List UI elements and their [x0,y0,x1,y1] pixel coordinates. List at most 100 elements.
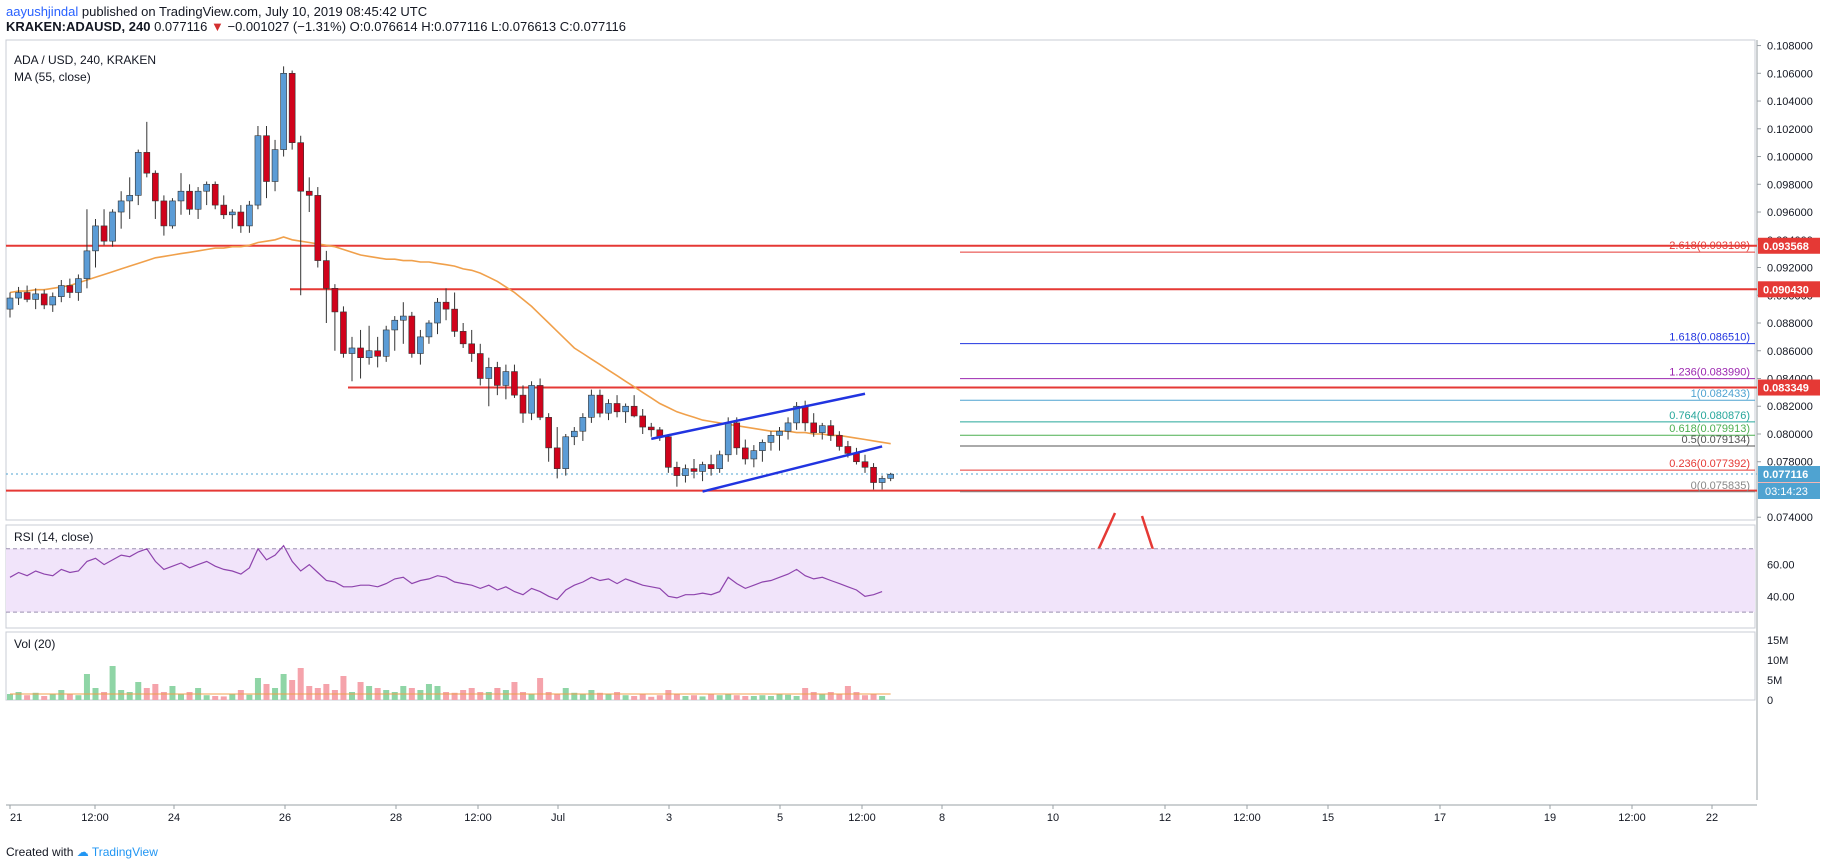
candle-body [836,435,843,447]
volume-bar [879,696,886,700]
candle-body [15,292,22,299]
candle-body [348,347,356,354]
volume-bar [126,692,133,700]
volume-bar [622,695,629,700]
published-text: published on TradingView.com, July 10, 2… [81,4,428,19]
volume-bar [24,695,31,700]
rsi-label: RSI (14, close) [14,530,93,544]
candle-body [476,353,484,379]
candle-body [229,211,236,216]
candle-body [844,446,852,454]
volume-bar [58,690,65,700]
volume-bar [673,694,680,700]
fib-level-label: 0.236(0.077392) [1669,458,1750,470]
volume-bar [383,690,390,700]
candle-body [801,405,809,424]
volume-bar [254,678,261,700]
volume-bar [7,694,13,700]
volume-bar [357,682,364,700]
candle-body [519,394,527,414]
volume-bar [631,696,638,700]
volume-bar [306,686,313,700]
volume-bar [366,686,373,700]
channel-upper-line [650,392,866,441]
candle-body [100,225,108,242]
volume-bar [135,682,142,700]
author-link[interactable]: aayushjindal [6,4,79,19]
volume-bar [289,680,296,700]
symbol-line: KRAKEN:ADAUSD, 240 0.077116 ▼ −0.001027 … [6,19,626,34]
volume-tick-label: 15M [1767,635,1788,647]
candle-body [134,152,142,196]
candle-body [494,367,501,386]
price-tick-label: 0.074000 [1767,512,1813,524]
candle-body [391,319,399,331]
time-tick-label: 12:00 [1618,812,1646,824]
candle-body [682,468,689,476]
volume-bar [870,694,877,700]
volume-bar [793,696,800,700]
candle-body [297,142,305,192]
volume-bar [425,684,432,700]
candle-body [271,149,279,182]
volume-bar [733,695,740,700]
volume-bar [349,692,355,700]
candle-body [40,293,48,306]
candle-body [759,442,766,451]
volume-bar [699,696,706,700]
candle-body [605,403,612,414]
volume-bar [588,690,595,700]
time-tick-label: 28 [390,812,402,824]
time-tick-label: 24 [168,812,180,824]
candle-body [177,190,185,202]
fib-level-label: 0(0.075835) [1691,480,1750,492]
fib-level-label: 2.618(0.093108) [1669,240,1750,252]
volume-bar [160,692,167,700]
candle-body [630,405,638,417]
level-price-label: 0.083349 [1763,383,1809,395]
candle-body [451,308,458,332]
candle-body [263,135,270,182]
volume-bar [237,690,244,700]
candle-body [152,172,159,202]
fib-level-label: 1(0.082433) [1691,388,1750,400]
volume-bar [434,686,441,700]
ma-indicator-label: MA (55, close) [14,70,91,84]
volume-bar [331,690,338,700]
fib-level-label: 1.618(0.086510) [1669,332,1750,344]
candle-body [613,403,621,413]
price-tick-label: 0.078000 [1767,457,1813,469]
volume-bar [656,695,663,700]
candle-body [485,367,493,379]
candle-body [357,347,364,358]
volume-bar [229,694,236,700]
candle-body [724,422,732,456]
chart-title: ADA / USD, 240, KRAKEN [14,53,156,67]
price-tick-label: 0.108000 [1767,41,1813,53]
candle-body [203,183,210,192]
candle-body [827,425,835,436]
candle-body [75,278,82,293]
tradingview-link[interactable]: TradingView [91,845,158,859]
fib-level-label: 0.618(0.079913) [1669,423,1750,435]
level-price-tag [1758,281,1820,298]
volume-bar [477,692,484,700]
candle-body [468,343,476,354]
volume-bar [83,674,90,700]
last-price: 0.077116 [154,19,208,34]
volume-bar [545,692,552,700]
fib-level-label: 0.764(0.080876) [1669,410,1750,422]
volume-bar [579,694,586,700]
candle-body [878,478,886,483]
level-price-label: 0.093568 [1763,241,1809,253]
candle-body [280,72,287,150]
volume-bar [844,686,851,700]
volume-bar [605,694,612,700]
volume-bar [169,686,176,700]
candle-body [750,450,758,460]
footer: Created with ☁ TradingView [6,845,158,859]
publish-line: aayushjindal published on TradingView.co… [6,4,427,19]
price-tick-label: 0.106000 [1767,68,1813,80]
volume-bar [691,695,697,700]
